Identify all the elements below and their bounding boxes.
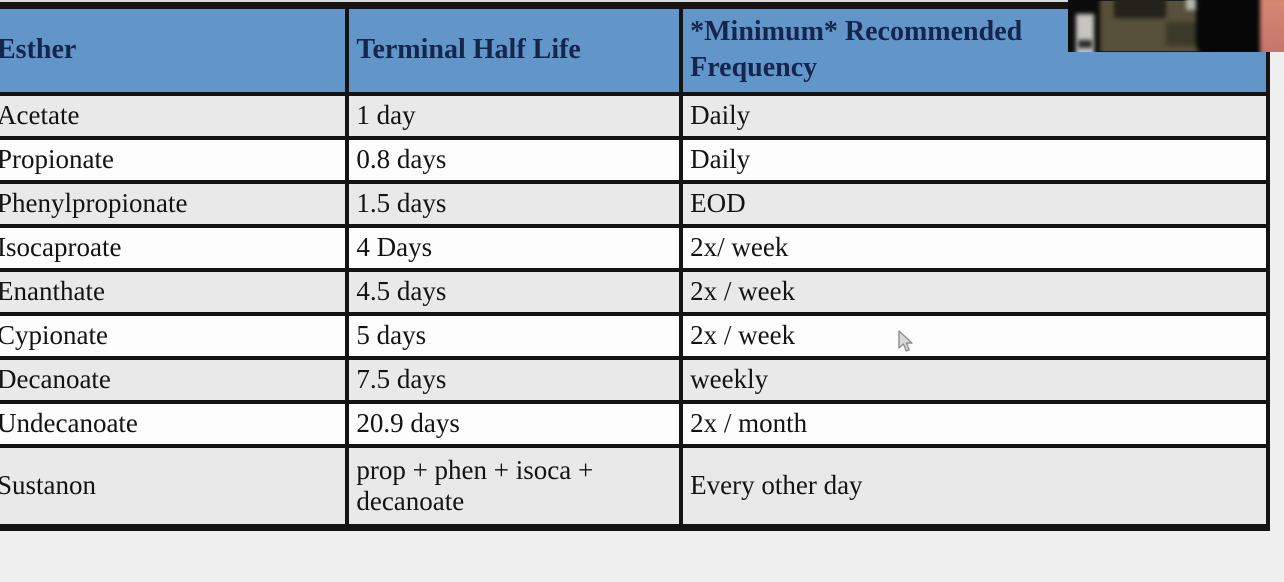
ester-cell: Acetate: [0, 91, 350, 140]
ester-cell: Sustanon: [0, 443, 350, 530]
frequency-cell: 2x / week: [679, 311, 1270, 360]
ester-cell: Cypionate: [0, 311, 350, 360]
half-life-cell: 20.9 days: [345, 399, 684, 448]
webcam-background-shape: [1114, 0, 1166, 18]
header-esther: Esther: [0, 3, 350, 96]
table-row: Decanoate 7.5 days weekly: [0, 355, 1270, 404]
table-row: Enanthate 4.5 days 2x / week: [0, 267, 1270, 316]
webcam-person-silhouette: [1196, 0, 1270, 52]
half-life-cell: 0.8 days: [345, 135, 684, 184]
frequency-cell: 2x / week: [679, 267, 1270, 316]
half-life-cell: 1.5 days: [345, 179, 684, 228]
table-row: Phenylpropionate 1.5 days EOD: [0, 179, 1270, 228]
ester-cell: Phenylpropionate: [0, 179, 350, 228]
frequency-cell: 2x/ week: [679, 223, 1270, 272]
ester-cell: Enanthate: [0, 267, 350, 316]
half-life-cell: 4 Days: [345, 223, 684, 272]
table-body: Acetate 1 day Daily Propionate 0.8 days Daily…: [0, 91, 1270, 530]
table-row: Isocaproate 4 Days 2x/ week: [0, 223, 1270, 272]
frequency-cell: Every other day: [679, 443, 1270, 530]
table-row: Undecanoate 20.9 days 2x / month: [0, 399, 1270, 448]
ester-cell: Propionate: [0, 135, 350, 184]
top-edge-line: [0, 0, 1284, 2]
table-row: Cypionate 5 days 2x / week: [0, 311, 1270, 360]
half-life-cell: 7.5 days: [345, 355, 684, 404]
frequency-cell: weekly: [679, 355, 1270, 404]
header-terminal-half-life: Terminal Half Life: [345, 3, 684, 96]
table-row: Acetate 1 day Daily: [0, 91, 1270, 140]
ester-half-life-table: Esther Terminal Half Life *Minimum* Reco…: [0, 2, 1270, 531]
mouse-cursor: [898, 330, 913, 352]
table-row: Sustanon prop + phen + isoca + decanoate E…: [0, 443, 1270, 530]
frequency-cell: EOD: [679, 179, 1270, 228]
webcam-person-arm: [1260, 0, 1284, 52]
half-life-cell: 4.5 days: [345, 267, 684, 316]
ester-cell: Decanoate: [0, 355, 350, 404]
frequency-cell: Daily: [679, 135, 1270, 184]
half-life-cell: prop + phen + isoca + decanoate: [345, 443, 684, 530]
webcam-light-bar-shadow: [1078, 40, 1092, 48]
half-life-cell: 5 days: [345, 311, 684, 360]
ester-cell: Undecanoate: [0, 399, 350, 448]
webcam-background-shape: [1166, 22, 1200, 46]
presenter-webcam-overlay: [1068, 0, 1284, 52]
table-row: Propionate 0.8 days Daily: [0, 135, 1270, 184]
frequency-cell: Daily: [679, 91, 1270, 140]
half-life-cell: 1 day: [345, 91, 684, 140]
ester-cell: Isocaproate: [0, 223, 350, 272]
frequency-cell: 2x / month: [679, 399, 1270, 448]
